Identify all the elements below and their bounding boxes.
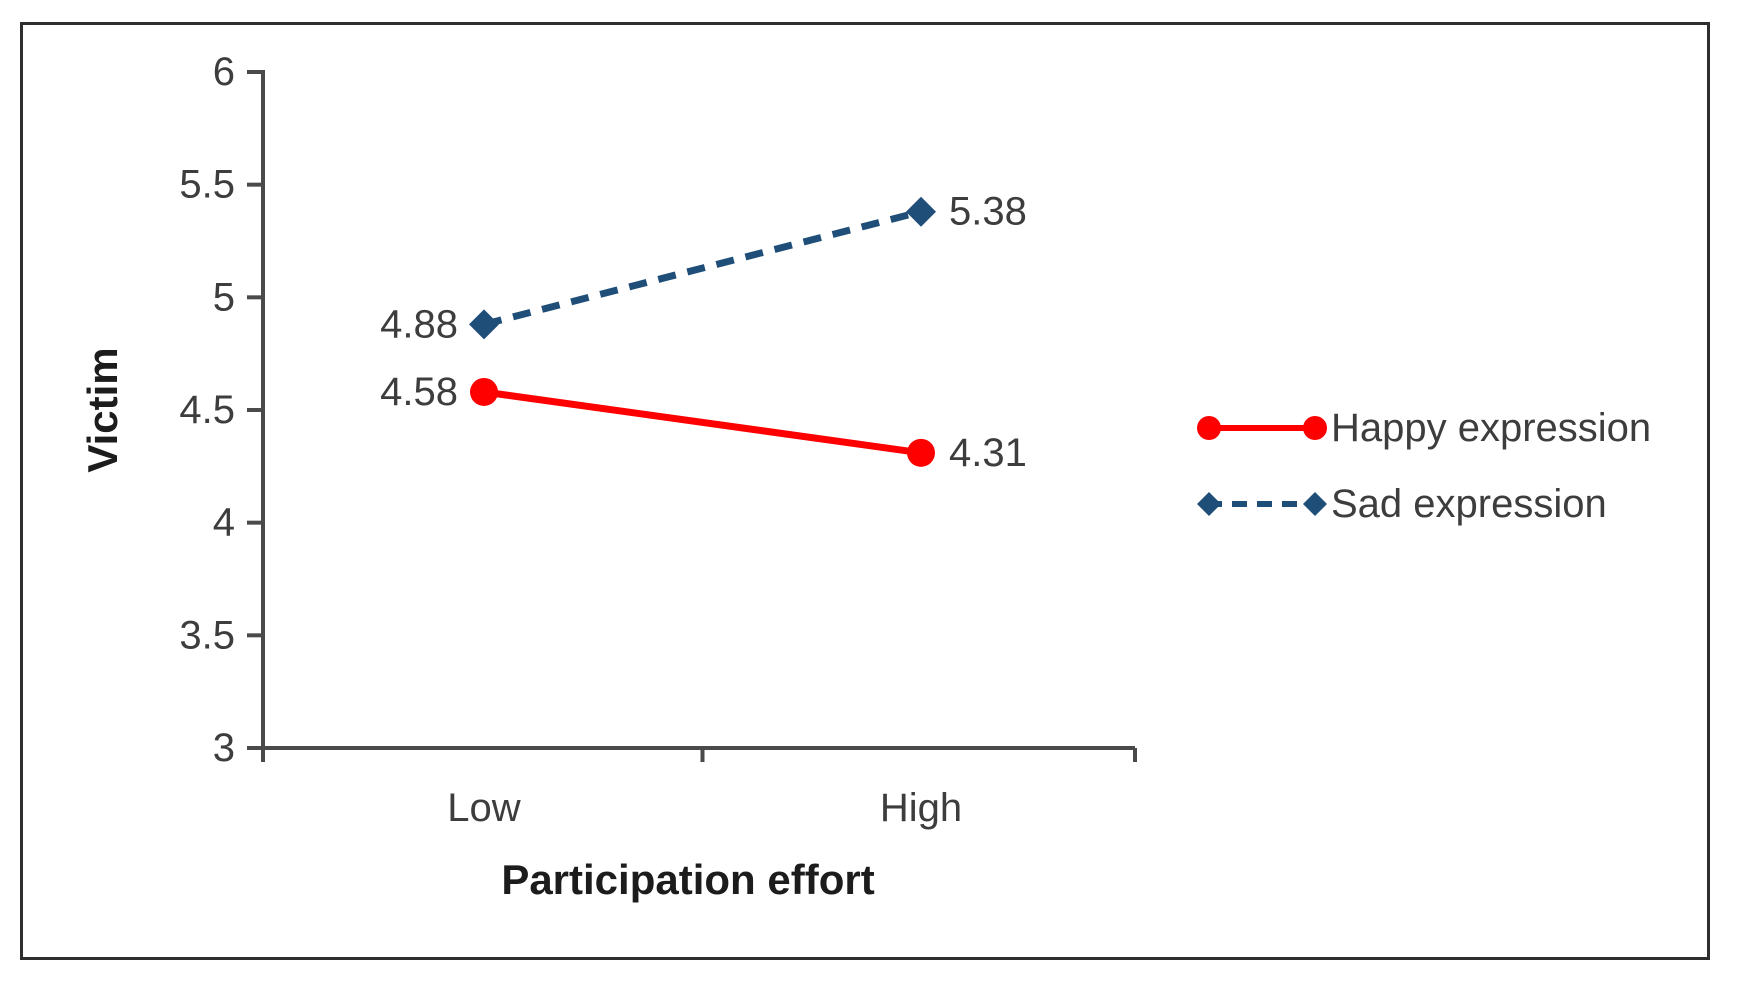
data-point-marker (907, 438, 935, 467)
y-tick-label: 3 (213, 726, 235, 770)
y-tick-label: 5.5 (179, 163, 235, 207)
legend-item-happy: Happy expression (1193, 406, 1652, 450)
legend-item-sad: Sad expression (1193, 482, 1651, 526)
y-tick-label: 3.5 (179, 613, 235, 657)
x-tick-label: Low (447, 786, 520, 830)
y-tick-label: 4.5 (179, 388, 235, 432)
legend-label-sad: Sad expression (1331, 482, 1607, 526)
y-axis-title: Victim (79, 347, 126, 473)
chart-frame (20, 22, 1710, 960)
legend: Happy expression Sad expression (1193, 406, 1652, 526)
data-point-label: 4.58 (380, 370, 458, 414)
x-tick-label: High (880, 786, 962, 830)
data-point-label: 4.31 (949, 431, 1027, 475)
happy-series-marker-icon (1197, 416, 1327, 440)
data-point-marker (906, 196, 936, 227)
series-line-happy (483, 388, 922, 457)
data-point-marker (470, 377, 498, 406)
legend-label-happy: Happy expression (1331, 406, 1652, 450)
series-line-sad (483, 208, 922, 328)
data-point-label: 5.38 (949, 190, 1027, 234)
data-point-label: 4.88 (380, 302, 458, 346)
y-tick-label: 4 (213, 501, 235, 545)
y-tick-label: 5 (213, 275, 235, 319)
sad-series-marker-icon (1197, 492, 1327, 516)
x-axis-title: Participation effort (501, 856, 875, 903)
y-tick-label: 6 (213, 50, 235, 94)
data-point-marker (469, 309, 499, 340)
